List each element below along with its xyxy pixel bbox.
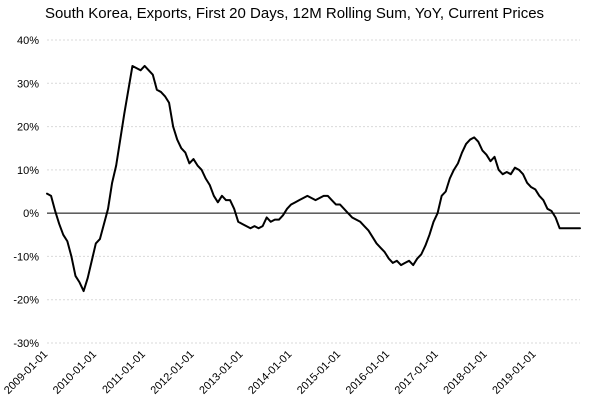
y-tick-label: -30% xyxy=(13,338,39,350)
y-tick-label: 20% xyxy=(17,122,39,134)
x-tick-label: 2010-01-01 xyxy=(51,348,99,396)
x-axis-tick-labels: 2009-01-01 2010-01-01 2011-01-01 2012-01-01… xyxy=(2,348,539,396)
x-tick-label: 2009-01-01 xyxy=(2,348,50,396)
series-line xyxy=(46,64,581,293)
x-tick-label: 2012-01-01 xyxy=(148,348,196,396)
y-tick-label: 0% xyxy=(23,208,39,220)
chart-title: South Korea, Exports, First 20 Days, 12M… xyxy=(44,5,545,22)
x-tick-label: 2018-01-01 xyxy=(441,348,489,396)
x-tick-label: 2014-01-01 xyxy=(246,348,294,396)
x-tick-label: 2013-01-01 xyxy=(197,348,245,396)
y-axis-tick-labels: -30% -20% -10% 0% 10% 20% 30% 40% xyxy=(13,35,39,350)
x-tick-label: 2016-01-01 xyxy=(344,348,392,396)
y-tick-label: 10% xyxy=(17,165,39,177)
grid-lines xyxy=(47,39,580,344)
y-tick-label: -10% xyxy=(13,251,39,263)
y-tick-label: -20% xyxy=(13,295,39,307)
x-tick-label: 2011-01-01 xyxy=(100,348,148,396)
x-tick-label: 2019-01-01 xyxy=(490,348,538,396)
series-layer xyxy=(46,64,581,293)
x-tick-label: 2017-01-01 xyxy=(393,348,441,396)
y-tick-label: 40% xyxy=(17,35,39,47)
y-tick-label: 30% xyxy=(17,78,39,90)
x-tick-label: 2015-01-01 xyxy=(295,348,343,396)
